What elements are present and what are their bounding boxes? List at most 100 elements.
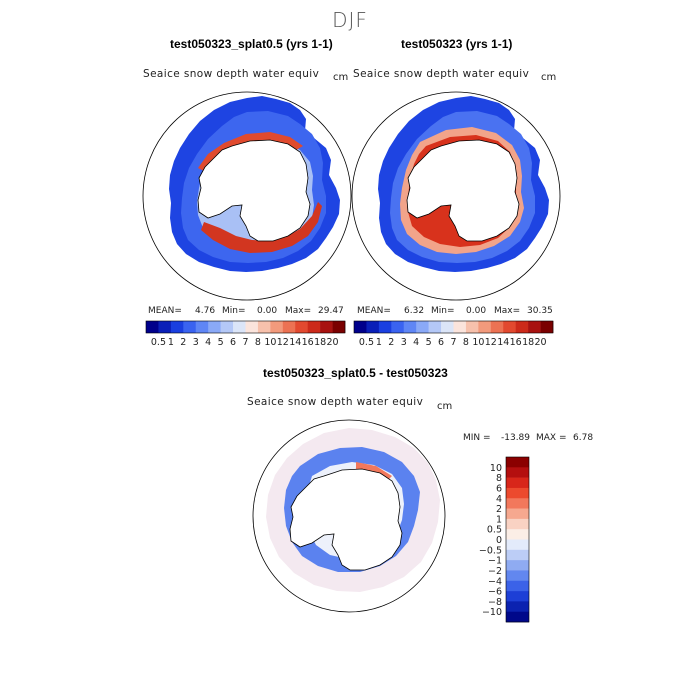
diff-colorbar-swatch xyxy=(506,508,529,520)
panel1-colorbar-swatch xyxy=(170,321,184,333)
diff-max-label: MAX = xyxy=(536,433,567,443)
panel2-colorbar-tick-label: 16 xyxy=(510,337,522,348)
panel1-colorbar-tick-label: 2 xyxy=(180,337,186,348)
panel1-colorbar-tick-label: 20 xyxy=(327,337,339,348)
diff-colorbar-swatch xyxy=(506,529,529,540)
panel2-globe-outline xyxy=(351,91,561,301)
panel2-colorbar-swatch xyxy=(528,321,541,333)
panel1-colorbar-swatch xyxy=(183,321,197,333)
panel2-min-label: Min= xyxy=(431,306,455,316)
diff-colorbar-swatch xyxy=(506,498,529,509)
panel2-colorbar-tick-label: 20 xyxy=(535,337,547,348)
diff-map xyxy=(266,428,440,592)
panel2-colorbar: 0.5 1 2 3 4 5 6 7 8 10 12 14 16 18 20 xyxy=(353,320,554,348)
diff-min-value: -13.89 xyxy=(501,433,531,443)
diff-colorbar-tick-label: −4 xyxy=(488,576,502,587)
panel1-colorbar-swatch xyxy=(158,321,172,333)
panel2-colorbar-swatch xyxy=(391,321,405,333)
panel1-colorbar-swatch xyxy=(307,321,321,333)
panel2-colorbar-swatch xyxy=(378,321,392,333)
panel1-colorbar-swatch xyxy=(320,321,333,333)
diff-colorbar-tick-label: −10 xyxy=(482,607,502,618)
diff-colorbar-swatch xyxy=(506,611,529,623)
panel1-max-value: 29.47 xyxy=(318,306,344,316)
panel1-units: cm xyxy=(333,72,349,83)
diff-antarctica xyxy=(289,468,403,571)
panel2-mean-label: MEAN= xyxy=(357,306,391,316)
panel1-colorbar-tick-label: 1 xyxy=(168,337,174,348)
panel1-map xyxy=(169,96,340,272)
panel2-colorbar-tick-label: 1 xyxy=(376,337,382,348)
panel1-colorbar: 0.5 1 2 3 4 5 6 7 8 10 12 14 16 18 20 xyxy=(145,320,346,348)
diff-panel-title: test050323_splat0.5 - test050323 xyxy=(263,366,448,380)
diff-colorbar-swatch xyxy=(506,560,529,571)
diff-colorbar-swatch xyxy=(506,457,529,468)
panel1-red-ice-south xyxy=(201,202,322,253)
panel2-colorbar-tick-label: 18 xyxy=(522,337,534,348)
panel1-min-label: Min= xyxy=(222,306,246,316)
panel2-colorbar-tick-label: 8 xyxy=(463,337,469,348)
diff-colorbar-tick-label: −0.5 xyxy=(479,545,502,556)
diff-colorbar-swatch xyxy=(506,539,529,551)
panel2-title: test050323 (yrs 1-1) xyxy=(401,37,513,51)
panel1-globe-outline xyxy=(142,91,352,301)
panel2-colorbar-swatch xyxy=(403,321,417,333)
panel2-colorbar-swatch xyxy=(453,321,467,333)
panel2-colorbar-frame xyxy=(353,320,554,334)
diff-colorbar-swatch xyxy=(506,518,529,530)
panel2-colorbar-tick-label: 10 xyxy=(472,337,484,348)
panel1-colorbar-swatch xyxy=(220,321,234,333)
season-title: DJF xyxy=(332,8,368,32)
diff-colorbar-tick-label: 10 xyxy=(490,463,502,474)
diff-colorbar-swatch xyxy=(506,601,529,612)
diff-colorbar-tick-label: 8 xyxy=(496,473,502,484)
panel1-colorbar-swatch xyxy=(208,321,221,333)
panel2-colorbar-swatch xyxy=(503,321,516,333)
panel1-colorbar-swatch xyxy=(270,321,284,333)
panel2-max-value: 30.35 xyxy=(527,306,553,316)
diff-colorbar-tick-label: 4 xyxy=(496,494,502,505)
diff-colorbar-tick-label: −8 xyxy=(488,597,502,608)
panel1-antarctica xyxy=(197,139,311,242)
panel2-colorbar-tick-label: 4 xyxy=(413,337,419,348)
diff-colorbar-frame xyxy=(505,456,530,623)
panel1-colorbar-tick-label: 0.5 xyxy=(151,337,166,348)
diff-colorbar-tick-label: 6 xyxy=(496,483,502,494)
panel1-colorbar-tick-label: 14 xyxy=(289,337,301,348)
panel2-min-value: 0.00 xyxy=(466,306,487,316)
panel1-colorbar-swatch xyxy=(233,321,246,333)
panel1-colorbar-swatch xyxy=(282,321,296,333)
panel2-antarctica xyxy=(406,139,520,242)
panel1-colorbar-swatch xyxy=(195,321,209,333)
panel2-colorbar-tick-label: 5 xyxy=(426,337,432,348)
panel1-mean-label: MEAN= xyxy=(148,306,182,316)
panel2-colorbar-swatch xyxy=(441,321,454,333)
diff-colorbar-swatch xyxy=(506,467,529,478)
panel2-colorbar-swatch xyxy=(478,321,492,333)
panel1-colorbar-frame xyxy=(145,320,346,334)
diff-min-label: MIN = xyxy=(463,433,491,443)
panel2-colorbar-tick-label: 0.5 xyxy=(359,337,374,348)
panel2-colorbar-tick-label: 2 xyxy=(388,337,394,348)
diff-max-value: 6.78 xyxy=(573,433,594,443)
diff-units: cm xyxy=(437,401,453,412)
panel1-colorbar-swatch xyxy=(295,321,308,333)
diff-colorbar-swatch xyxy=(506,570,529,582)
panel1-colorbar-swatch xyxy=(332,321,346,333)
panel2-variable: Seaice snow depth water equiv xyxy=(353,68,530,80)
panel1-colorbar-tick-label: 3 xyxy=(193,337,199,348)
panel1-colorbar-tick-label: 18 xyxy=(314,337,326,348)
panel2-colorbar-tick-label: 12 xyxy=(485,337,497,348)
panel1-colorbar-tick-label: 6 xyxy=(230,337,236,348)
panel1-mean-value: 4.76 xyxy=(195,306,216,316)
panel1-colorbar-tick-label: 4 xyxy=(205,337,211,348)
panel2-mean-value: 6.32 xyxy=(404,306,425,316)
panel1-colorbar-tick-label: 16 xyxy=(302,337,314,348)
diff-colorbar-tick-label: −2 xyxy=(488,566,502,577)
panel1-colorbar-tick-label: 10 xyxy=(264,337,276,348)
panel1-colorbar-tick-label: 5 xyxy=(218,337,224,348)
panel2-colorbar-swatch xyxy=(428,321,442,333)
diff-globe-outline xyxy=(252,419,446,613)
panel2-colorbar-swatch xyxy=(515,321,529,333)
panel1-colorbar-tick-label: 7 xyxy=(242,337,248,348)
